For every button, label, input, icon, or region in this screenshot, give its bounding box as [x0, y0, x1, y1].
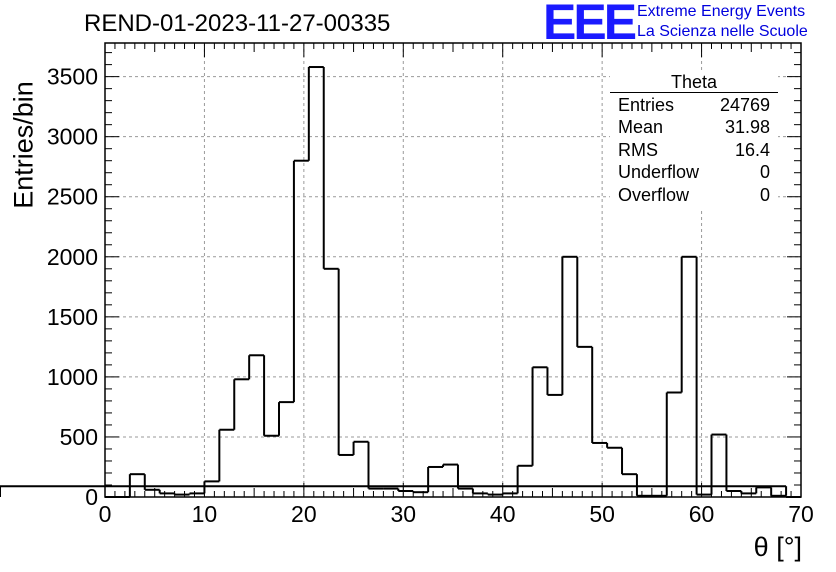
- y-tick-label: 3000: [47, 124, 98, 150]
- y-tick-label: 2500: [47, 184, 98, 210]
- y-tick-label: 0: [85, 484, 98, 510]
- stats-value: 16.4: [734, 140, 770, 160]
- y-axis-label: Entries/bin: [8, 81, 39, 209]
- stats-value: 31.98: [724, 117, 770, 137]
- run-title: REND-01-2023-11-27-00335: [84, 10, 391, 37]
- x-axis-label: θ [°]: [753, 532, 802, 562]
- stats-row-underflow: Underflow 0: [618, 161, 770, 183]
- x-tick-label: 70: [788, 501, 814, 527]
- x-tick-label: 0: [99, 501, 112, 527]
- stats-value: 0: [759, 185, 770, 205]
- stats-key: Underflow: [618, 162, 700, 182]
- x-tick-label: 50: [589, 501, 615, 527]
- logo-line-1: Extreme Energy Events: [637, 3, 806, 20]
- x-tick-label: 40: [490, 501, 516, 527]
- stats-key: Overflow: [618, 185, 690, 205]
- stats-box: Theta Entries 24769 Mean 31.98 RMS 16.4 …: [610, 72, 778, 208]
- y-tick-label: 2000: [47, 244, 98, 270]
- x-tick-label: 10: [192, 501, 218, 527]
- stats-row-rms: RMS 16.4: [618, 139, 770, 161]
- stats-row-overflow: Overflow 0: [618, 184, 770, 206]
- y-tick-label: 1000: [47, 364, 98, 390]
- y-tick-label: 500: [60, 424, 98, 450]
- stats-key: Mean: [618, 117, 664, 137]
- stats-key: Entries: [618, 95, 675, 115]
- y-tick-label: 3500: [47, 64, 98, 90]
- eee-logo-mark: EEE: [543, 0, 637, 50]
- x-tick-label: 20: [291, 501, 317, 527]
- x-tick-label: 60: [689, 501, 715, 527]
- y-axis-label-wrap: Entries/bin: [6, 81, 42, 209]
- stats-row-entries: Entries 24769: [618, 94, 770, 116]
- stats-row-mean: Mean 31.98: [618, 116, 770, 138]
- y-tick-label: 1500: [47, 304, 98, 330]
- stats-title: Theta: [610, 72, 778, 93]
- logo-line-2: La Scienza nelle Scuole: [637, 23, 808, 40]
- eee-logo: EEE Extreme Energy Events La Scienza nel…: [543, 0, 833, 48]
- stats-key: RMS: [618, 140, 658, 160]
- stats-value: 24769: [719, 95, 770, 115]
- x-tick-label: 30: [390, 501, 416, 527]
- stats-value: 0: [759, 162, 770, 182]
